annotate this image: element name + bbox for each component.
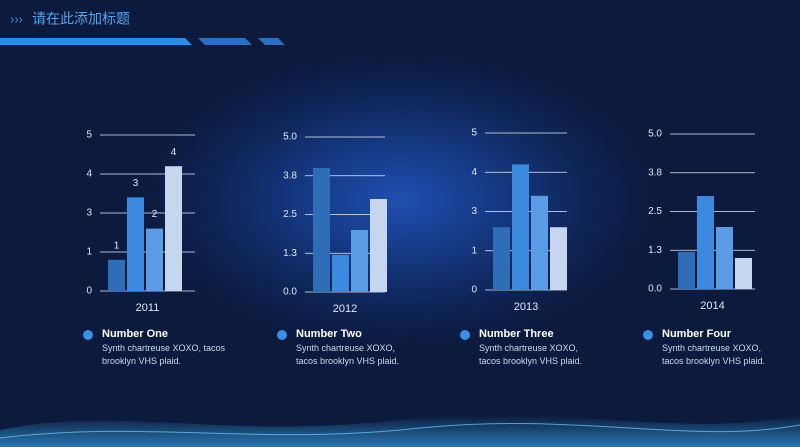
legend: Number Three Synth chartreuse XOXO, tacos… [479,328,584,368]
slide-title: 请在此添加标题 [32,11,130,27]
y-tick-label: 1 [86,247,92,258]
bar [108,259,125,291]
y-tick-label: 1 [471,245,477,256]
legend-text: Synth chartreuse XOXO, tacos brooklyn VH… [296,343,400,366]
x-axis-label: 2012 [333,303,357,315]
bar [493,227,510,290]
bar [351,230,368,292]
bar [531,195,548,290]
y-tick-label: 1.3 [648,245,662,256]
y-tick-label: 0 [471,285,477,296]
data-label: 3 [133,178,139,189]
bar [716,227,733,289]
x-axis-label: 2014 [700,300,724,312]
y-tick-label: 3 [86,208,92,219]
legend-text: Synth chartreuse XOXO, tacos brooklyn VH… [102,343,226,366]
bar [146,228,163,291]
x-axis-label: 2013 [514,301,538,313]
bar [697,196,714,289]
legend: Number Four Synth chartreuse XOXO, tacos … [662,328,777,368]
legend: Number Two Synth chartreuse XOXO, tacos b… [296,328,408,368]
title-chevrons: ››› [10,11,23,26]
bottom-glow [0,414,800,447]
legend-dot [83,330,93,340]
y-tick-label: 5 [86,130,92,141]
legend-name: Number Two [296,328,362,340]
x-axis-label: 2011 [136,302,160,314]
header-stripe [258,38,285,45]
data-label: 4 [171,147,177,158]
legend-text: Synth chartreuse XOXO, tacos brooklyn VH… [479,343,583,366]
legend-name: Number One [102,328,169,340]
legend-dot [277,330,287,340]
legend: Number One Synth chartreuse XOXO, tacos b… [102,328,227,368]
bar [332,254,349,292]
legend-text: Synth chartreuse XOXO, tacos brooklyn VH… [662,343,766,366]
legend-dot [643,330,653,340]
y-tick-label: 5.0 [648,129,662,140]
legend-name: Number Three [479,328,554,340]
data-label: 2 [152,209,158,220]
y-tick-label: 3 [471,206,477,217]
bar [127,197,144,291]
y-tick-label: 3.8 [283,170,297,181]
y-tick-label: 5 [471,128,477,139]
y-tick-label: 2.5 [648,206,662,217]
data-label: 1 [114,240,120,251]
bar [165,166,182,291]
legend-dot [460,330,470,340]
y-tick-label: 5.0 [283,132,297,143]
bar [678,251,695,289]
y-tick-label: 4 [471,167,477,178]
y-tick-label: 1.3 [283,248,297,259]
bar [512,164,529,290]
bar [313,168,330,292]
bottom-wave [0,422,800,439]
bar [370,199,387,292]
y-tick-label: 0 [86,286,92,297]
y-tick-label: 0.0 [283,287,297,298]
header-stripe [0,38,192,45]
bar [735,258,752,289]
header-stripe [198,38,252,45]
y-tick-label: 4 [86,169,92,180]
bar [550,227,567,290]
legend-name: Number Four [662,328,732,340]
y-tick-label: 0.0 [648,284,662,295]
y-tick-label: 3.8 [648,167,662,178]
y-tick-label: 2.5 [283,209,297,220]
